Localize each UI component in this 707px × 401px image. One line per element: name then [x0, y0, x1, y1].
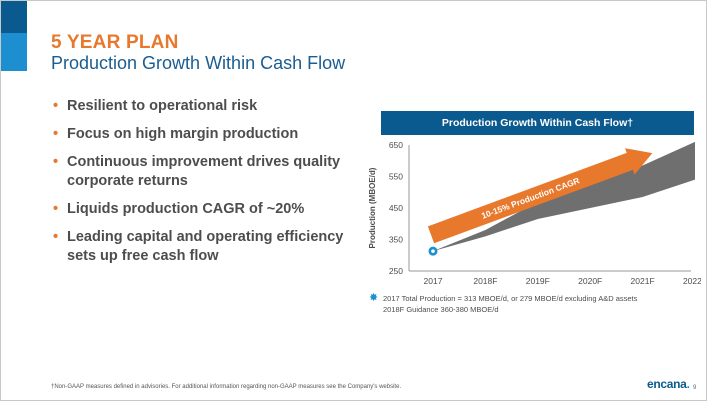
bullet-item: • Continuous improvement drives quality …: [53, 153, 363, 191]
bullet-text: Resilient to operational risk: [67, 98, 258, 114]
x-tick-label: 2019F: [526, 276, 550, 286]
x-tick-label: 2021F: [631, 276, 655, 286]
production-range-band: [433, 141, 695, 252]
x-tick-label: 2018F: [473, 276, 497, 286]
x-tick-label: 2017: [424, 276, 443, 286]
chart-legend-note: ✸ 2017 Total Production = 313 MBOE/d, or…: [369, 293, 689, 315]
accent-bar-light: [1, 33, 27, 71]
bullet-text: Liquids production CAGR of ~20%: [67, 201, 305, 217]
bullet-dot-icon: •: [53, 126, 59, 142]
bullet-list: • Resilient to operational risk • Focus …: [53, 97, 363, 275]
bullet-item: • Resilient to operational risk: [53, 97, 363, 116]
bullet-item: • Focus on high margin production: [53, 125, 363, 144]
bullet-text: Focus on high margin production: [67, 126, 299, 142]
bullet-text-cont: sets up free cash flow: [67, 248, 219, 264]
legend-note-line2: 2018F Guidance 360-380 MBOE/d: [383, 305, 499, 314]
production-2017-marker-center: [431, 249, 435, 253]
bullet-dot-icon: •: [53, 229, 59, 245]
bullet-text: Continuous improvement drives quality: [67, 154, 341, 170]
logo-dot: .: [686, 377, 690, 391]
y-axis-label: Production (MBOE/d): [368, 167, 377, 248]
bullet-item: • Liquids production CAGR of ~20%: [53, 200, 363, 219]
y-tick-label: 550: [389, 172, 403, 182]
cagr-arrow: [427, 148, 653, 244]
chart-title-banner: Production Growth Within Cash Flow†: [381, 111, 694, 135]
footnote: †Non-GAAP measures defined in advisories…: [51, 384, 402, 390]
bullet-item: • Leading capital and operating efficien…: [53, 228, 363, 266]
legend-note-line1: 2017 Total Production = 313 MBOE/d, or 2…: [383, 294, 638, 303]
production-chart: 250 350 450 550 650 2017 2018F 2019F 2020F 2021F 2…: [368, 140, 701, 286]
slide-title: Production Growth Within Cash Flow: [51, 53, 346, 73]
logo-text: encana: [647, 377, 687, 391]
x-tick-label: 2020F: [578, 276, 602, 286]
bullet-text-cont: corporate returns: [67, 173, 188, 189]
slide-kicker: 5 YEAR PLAN: [51, 32, 179, 53]
bullet-dot-icon: •: [53, 98, 59, 114]
page-number: 9: [693, 385, 697, 391]
bullet-dot-icon: •: [53, 154, 59, 170]
x-tick-label: 2022F: [683, 276, 701, 286]
production-marker-icon: ✸: [369, 292, 379, 304]
bullet-dot-icon: •: [53, 201, 59, 217]
y-tick-label: 250: [389, 266, 403, 276]
y-tick-label: 650: [389, 140, 403, 150]
accent-bar-dark: [1, 1, 27, 33]
y-tick-label: 450: [389, 203, 403, 213]
company-logo: encana.: [647, 377, 690, 391]
y-tick-label: 350: [389, 235, 403, 245]
bullet-text: Leading capital and operating efficiency: [67, 229, 344, 245]
